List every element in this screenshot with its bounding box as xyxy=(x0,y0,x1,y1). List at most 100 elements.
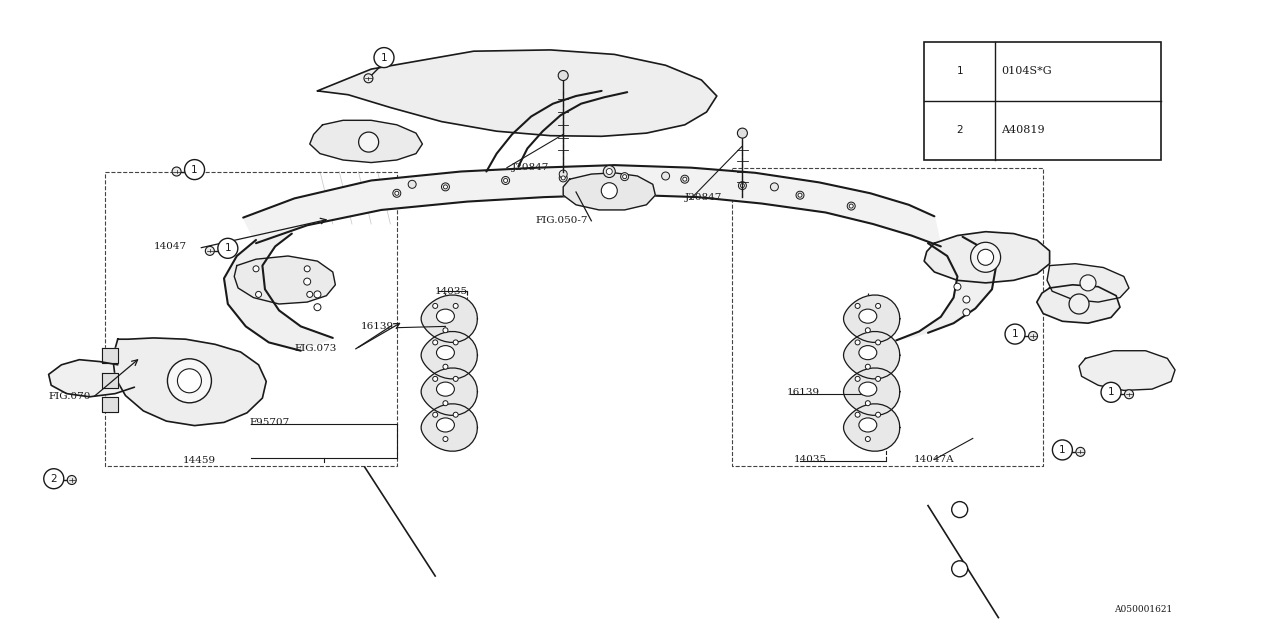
Circle shape xyxy=(314,304,321,310)
Polygon shape xyxy=(924,232,1050,283)
Circle shape xyxy=(307,291,312,298)
Circle shape xyxy=(68,476,77,484)
Circle shape xyxy=(502,177,509,184)
Text: 0104S*G: 0104S*G xyxy=(1001,66,1052,76)
Circle shape xyxy=(303,278,311,285)
Ellipse shape xyxy=(436,309,454,323)
Circle shape xyxy=(305,266,310,272)
Polygon shape xyxy=(421,295,477,342)
Text: 14035: 14035 xyxy=(794,455,827,464)
Polygon shape xyxy=(102,373,118,388)
Circle shape xyxy=(408,180,416,188)
Text: 16139: 16139 xyxy=(787,388,820,397)
Circle shape xyxy=(443,401,448,406)
Circle shape xyxy=(876,412,881,417)
Circle shape xyxy=(184,159,205,180)
Polygon shape xyxy=(317,50,717,136)
Circle shape xyxy=(1069,294,1089,314)
Polygon shape xyxy=(49,360,134,397)
Circle shape xyxy=(433,303,438,308)
Polygon shape xyxy=(421,368,477,415)
Circle shape xyxy=(433,412,438,417)
Circle shape xyxy=(1029,332,1038,340)
Circle shape xyxy=(358,132,379,152)
Circle shape xyxy=(963,309,970,316)
Circle shape xyxy=(1080,275,1096,291)
Circle shape xyxy=(865,328,870,333)
Polygon shape xyxy=(896,237,996,340)
Circle shape xyxy=(453,303,458,308)
Circle shape xyxy=(951,561,968,577)
Circle shape xyxy=(739,182,746,189)
Circle shape xyxy=(1101,382,1121,403)
Text: 2: 2 xyxy=(50,474,58,484)
Circle shape xyxy=(172,167,180,176)
Circle shape xyxy=(855,412,860,417)
Circle shape xyxy=(978,249,993,265)
Circle shape xyxy=(855,376,860,381)
Text: 1: 1 xyxy=(380,52,388,63)
Bar xyxy=(924,42,1161,160)
Circle shape xyxy=(865,401,870,406)
Text: 1: 1 xyxy=(191,164,198,175)
Circle shape xyxy=(433,376,438,381)
Circle shape xyxy=(847,202,855,210)
Text: 2: 2 xyxy=(956,125,963,136)
Circle shape xyxy=(314,291,321,298)
Text: 14047: 14047 xyxy=(154,242,187,251)
Polygon shape xyxy=(563,173,655,210)
Ellipse shape xyxy=(436,418,454,432)
Circle shape xyxy=(737,128,748,138)
Circle shape xyxy=(453,376,458,381)
Circle shape xyxy=(1076,447,1085,456)
Circle shape xyxy=(855,340,860,345)
Circle shape xyxy=(876,376,881,381)
Polygon shape xyxy=(102,348,118,363)
Circle shape xyxy=(954,284,961,290)
Circle shape xyxy=(503,179,508,182)
Ellipse shape xyxy=(859,418,877,432)
Circle shape xyxy=(218,238,238,259)
Polygon shape xyxy=(844,295,900,342)
Text: J20847: J20847 xyxy=(512,163,549,172)
Text: 16139: 16139 xyxy=(361,322,394,331)
Circle shape xyxy=(558,70,568,81)
Circle shape xyxy=(443,436,448,442)
Polygon shape xyxy=(1047,264,1129,302)
Polygon shape xyxy=(1079,351,1175,390)
Circle shape xyxy=(453,412,458,417)
Text: FIG.050-7: FIG.050-7 xyxy=(535,216,588,225)
Circle shape xyxy=(796,191,804,199)
Text: 1: 1 xyxy=(1107,387,1115,397)
Polygon shape xyxy=(421,332,477,379)
Circle shape xyxy=(443,364,448,369)
Polygon shape xyxy=(421,404,477,451)
Text: 14047A: 14047A xyxy=(914,455,955,464)
Text: 1: 1 xyxy=(224,243,232,253)
Text: J20847: J20847 xyxy=(685,193,722,202)
Circle shape xyxy=(963,296,970,303)
Circle shape xyxy=(849,204,854,208)
Circle shape xyxy=(393,189,401,197)
Circle shape xyxy=(951,502,968,518)
Circle shape xyxy=(607,168,612,175)
Circle shape xyxy=(876,303,881,308)
Text: FIG.070: FIG.070 xyxy=(49,392,91,401)
Polygon shape xyxy=(113,338,266,426)
Ellipse shape xyxy=(859,382,877,396)
Circle shape xyxy=(453,340,458,345)
Circle shape xyxy=(44,468,64,489)
Circle shape xyxy=(253,266,259,272)
Text: 1: 1 xyxy=(1011,329,1019,339)
Polygon shape xyxy=(234,256,335,304)
Circle shape xyxy=(662,172,669,180)
Circle shape xyxy=(621,173,628,180)
Circle shape xyxy=(443,185,448,189)
Text: 1: 1 xyxy=(1059,445,1066,455)
Ellipse shape xyxy=(436,346,454,360)
Polygon shape xyxy=(243,165,941,246)
Circle shape xyxy=(865,364,870,369)
Polygon shape xyxy=(224,234,333,351)
Polygon shape xyxy=(1037,285,1120,323)
Text: 1: 1 xyxy=(956,66,963,76)
